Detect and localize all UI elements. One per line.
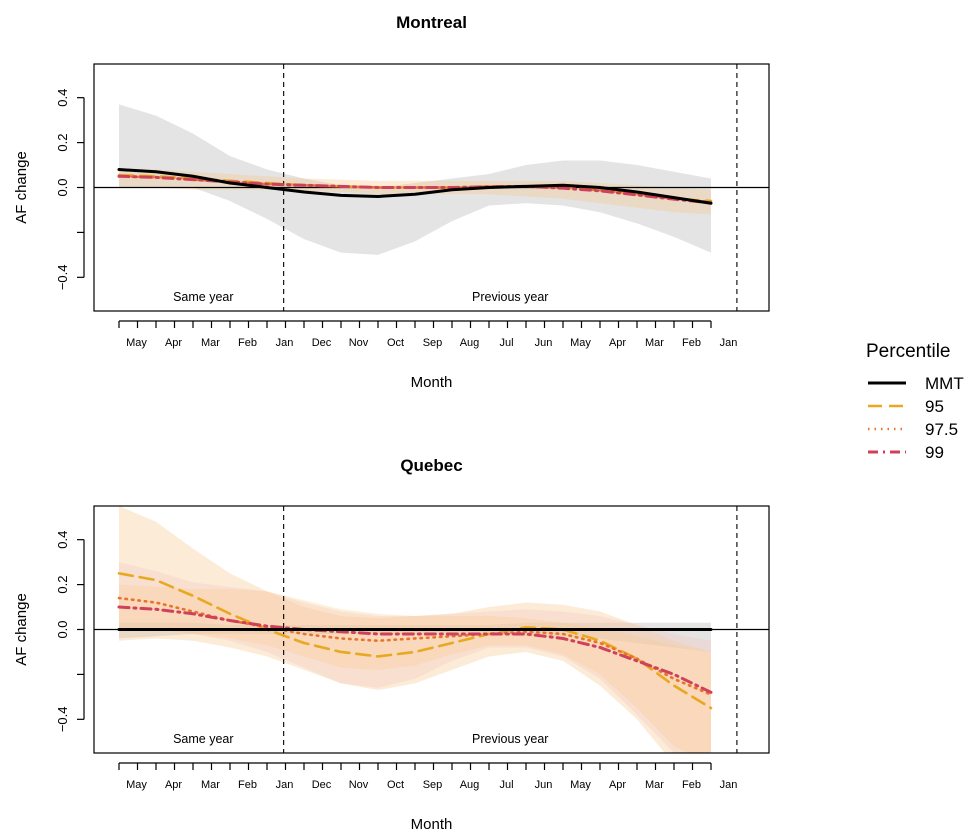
ci-band-95 (119, 169, 711, 215)
y-tick-label: −0.4 (55, 264, 70, 290)
legend-label: 95 (925, 397, 944, 416)
x-tick-label: Apr (609, 779, 626, 791)
x-tick-label: May (570, 337, 591, 349)
x-tick-label: Aug (460, 337, 480, 349)
y-tick-label: −0.4 (55, 706, 70, 732)
previous-year-label: Previous year (472, 290, 548, 304)
x-tick-label: Mar (201, 779, 220, 791)
x-tick-label: Sep (423, 337, 443, 349)
x-tick-label: Jan (276, 337, 294, 349)
x-tick-label: Jan (720, 779, 738, 791)
x-tick-label: Oct (387, 779, 404, 791)
y-tick-label: 0.4 (55, 531, 70, 549)
panel-title: Quebec (400, 456, 462, 475)
same-year-label: Same year (173, 732, 233, 746)
legend-label: 97.5 (925, 420, 958, 439)
x-tick-label: Nov (349, 779, 369, 791)
x-tick-label: Dec (312, 337, 332, 349)
previous-year-label: Previous year (472, 732, 548, 746)
ci-band-97.5 (119, 562, 711, 753)
ci-band-MMT (119, 104, 711, 255)
x-tick-label: Jan (276, 779, 294, 791)
y-tick-label: 0.0 (55, 620, 70, 638)
x-tick-label: Apr (609, 337, 626, 349)
y-axis-label: AF change (13, 593, 30, 666)
x-tick-label: May (570, 779, 591, 791)
y-tick-label: 0.2 (55, 134, 70, 152)
legend: Percentile MMT 95 97.5 99 (866, 341, 964, 462)
x-tick-label: Mar (645, 337, 664, 349)
x-tick-label: Sep (423, 779, 443, 791)
x-tick-label: Jun (535, 337, 553, 349)
x-tick-label: Feb (238, 337, 257, 349)
x-tick-label: Apr (165, 337, 182, 349)
panel-title: Montreal (396, 13, 467, 32)
y-tick-label: 0.4 (55, 89, 70, 107)
x-tick-label: Jun (535, 779, 553, 791)
y-tick-label: 0.2 (55, 576, 70, 594)
x-tick-label: Nov (349, 337, 369, 349)
series-line-97-5 (117, 596, 713, 696)
x-tick-label: Feb (682, 779, 701, 791)
plot-area (94, 64, 769, 311)
x-tick-label: May (126, 337, 147, 349)
x-tick-label: Mar (645, 779, 664, 791)
quebec-panel: Quebec Same year Previous year −0.4 0.0 0.2 0.… (13, 456, 770, 833)
x-tick-label: Dec (312, 779, 332, 791)
x-tick-label: May (126, 779, 147, 791)
series-line-MMT (117, 168, 713, 205)
x-tick-label: Mar (201, 337, 220, 349)
x-axis-label: Month (411, 816, 453, 833)
legend-title: Percentile (866, 341, 951, 362)
x-tick-label: Feb (238, 779, 257, 791)
x-tick-label: Apr (165, 779, 182, 791)
x-tick-label: Feb (682, 337, 701, 349)
montreal-panel: Montreal Same year Previous year −0.4 0.0 0.2… (13, 13, 770, 391)
plot-area (94, 506, 769, 753)
plot-frame (93, 505, 770, 754)
y-tick-label: 0.0 (55, 178, 70, 196)
legend-label: MMT (925, 374, 964, 393)
x-tick-label: Oct (387, 337, 404, 349)
x-axis-label: Month (411, 374, 453, 391)
x-tick-label: Jul (499, 779, 513, 791)
x-tick-label: Jul (499, 337, 513, 349)
x-tick-label: Aug (460, 779, 480, 791)
y-axis-label: AF change (13, 151, 30, 224)
series-line-95 (117, 572, 713, 710)
same-year-label: Same year (173, 290, 233, 304)
legend-label: 99 (925, 443, 944, 462)
x-tick-label: Jan (720, 337, 738, 349)
series-line-99 (117, 605, 713, 694)
plot-frame (93, 63, 770, 312)
